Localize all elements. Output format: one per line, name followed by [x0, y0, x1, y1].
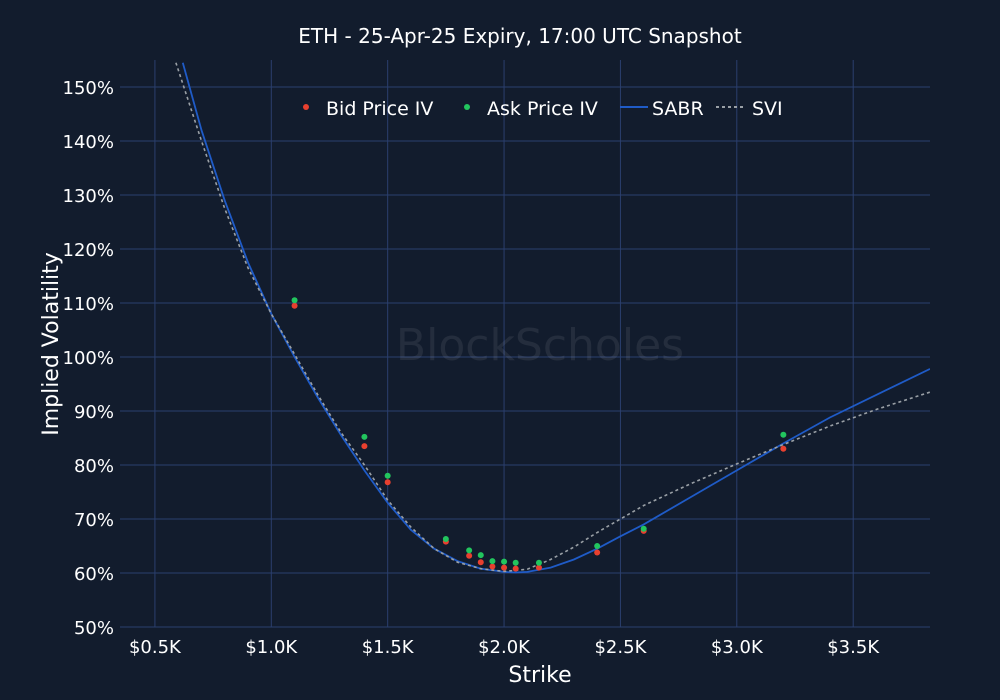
watermark: BlockScholes — [396, 320, 684, 371]
grid-layer — [120, 60, 930, 628]
y-tick-label: 50% — [74, 618, 114, 639]
ask-price-iv-point — [442, 535, 449, 542]
legend-item-sabr[interactable]: SABR — [620, 98, 704, 120]
ask-price-iv-point — [512, 559, 519, 566]
bid-price-iv-point — [477, 559, 484, 566]
legend-label: Bid Price IV — [326, 98, 433, 120]
bid-price-iv-point — [291, 302, 298, 309]
tick-layer: 50% 60% 70% 80% 90% 100% 110% 120% 130% 140% 150% $… — [63, 78, 881, 658]
legend-label: SABR — [652, 98, 704, 120]
bid-price-iv-point — [384, 479, 391, 486]
bid-price-iv-point — [780, 445, 787, 452]
bid-price-iv-point — [594, 549, 601, 556]
y-tick-label: 80% — [74, 456, 114, 477]
chart-title: ETH - 25-Apr-25 Expiry, 17:00 UTC Snapsh… — [298, 24, 742, 48]
y-tick-label: 90% — [74, 402, 114, 423]
ask-price-iv-point — [291, 297, 298, 304]
y-tick-label: 140% — [63, 132, 114, 153]
x-tick-label: $0.5K — [129, 637, 182, 658]
ask-price-iv-point — [594, 543, 601, 549]
legend-item-ask-price-iv[interactable]: Ask Price IV — [464, 98, 598, 120]
bid-price-iv-point — [489, 563, 496, 570]
y-tick-label: 110% — [63, 294, 114, 315]
ask-price-iv-point — [477, 552, 484, 559]
y-tick-label: 150% — [63, 78, 114, 99]
y-tick-label: 120% — [63, 240, 114, 261]
legend-label: SVI — [752, 98, 783, 120]
legend-marker — [464, 104, 470, 110]
ask-price-iv-point — [535, 559, 542, 566]
x-tick-label: $2.0K — [478, 637, 531, 658]
bid-price-iv-point — [466, 552, 473, 559]
svi-line — [175, 62, 930, 573]
ask-price-iv-point — [640, 525, 647, 532]
legend-label: Ask Price IV — [487, 98, 598, 120]
legend: Bid Price IV Ask Price IV SABR SVI — [303, 98, 783, 120]
x-axis-label: Strike — [508, 663, 571, 688]
ask-price-iv-point — [466, 547, 473, 554]
legend-item-bid-price-iv[interactable]: Bid Price IV — [303, 98, 433, 120]
y-tick-label: 100% — [63, 348, 114, 369]
x-tick-label: $3.5K — [827, 637, 880, 658]
series-layer — [175, 62, 930, 574]
ask-price-iv-point — [361, 433, 368, 440]
bid-price-iv-point — [512, 565, 519, 572]
y-tick-label: 70% — [74, 510, 114, 531]
x-tick-label: $1.5K — [362, 637, 415, 658]
legend-item-svi[interactable]: SVI — [716, 98, 783, 120]
bid-price-iv-point — [501, 564, 508, 571]
x-tick-label: $3.0K — [711, 637, 764, 658]
y-tick-label: 60% — [74, 564, 114, 585]
ask-price-iv-point — [384, 472, 391, 479]
y-tick-label: 130% — [63, 186, 114, 207]
ask-price-iv-point — [489, 558, 496, 565]
bid-price-iv-point — [535, 564, 542, 571]
x-tick-label: $1.0K — [245, 637, 298, 658]
bid-price-iv-point — [361, 443, 368, 450]
legend-marker — [303, 104, 309, 110]
y-axis-label: Implied Volatility — [39, 252, 64, 436]
ask-price-iv-point — [501, 558, 508, 565]
ask-price-iv-point — [780, 431, 787, 438]
x-tick-label: $2.5K — [594, 637, 647, 658]
